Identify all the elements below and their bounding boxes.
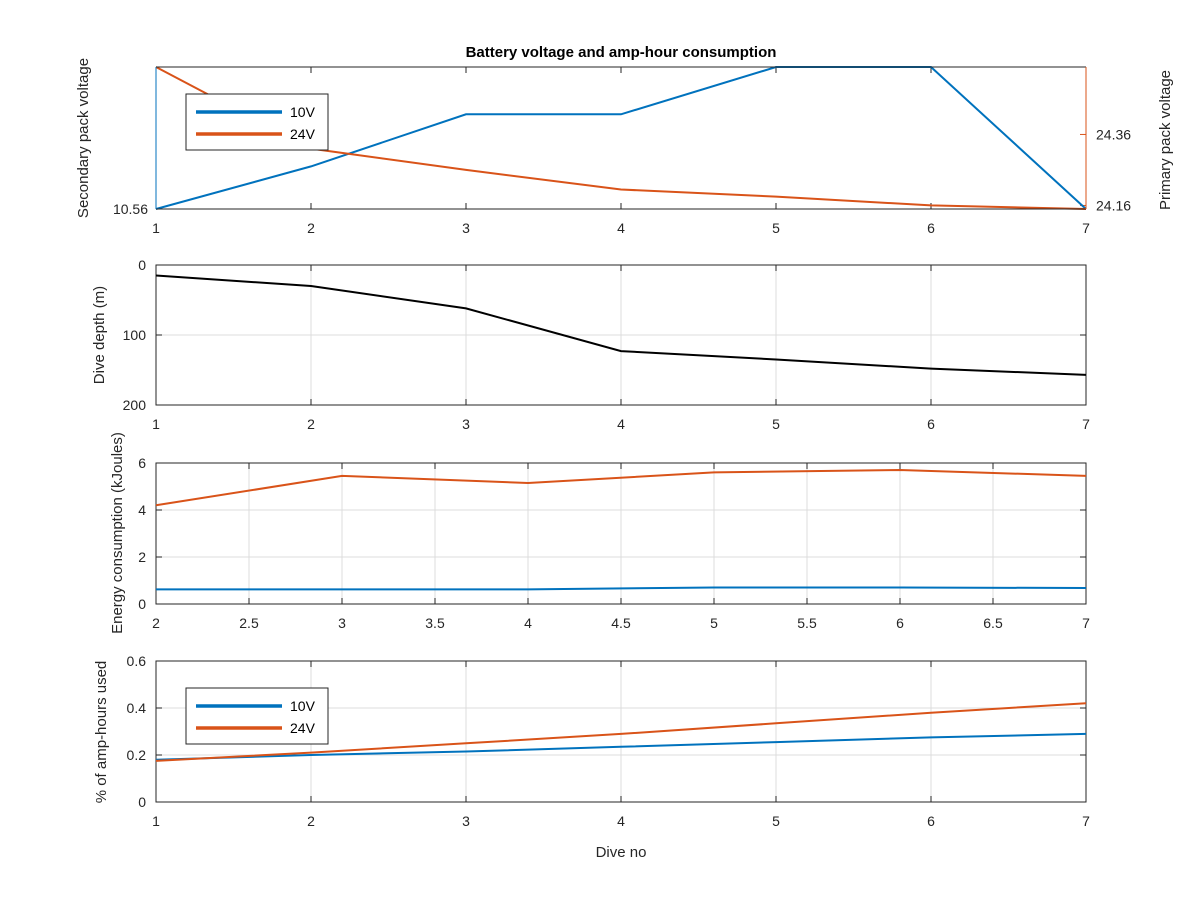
- x-tick-label: 6: [927, 813, 935, 829]
- x-axis-label: Dive no: [596, 844, 647, 861]
- y-tick-label: 200: [123, 397, 147, 413]
- series-line-10V: [155, 732, 1087, 761]
- x-tick-label: 4: [617, 220, 625, 236]
- legend-box: [185, 93, 329, 151]
- x-tick-label: 4: [617, 813, 625, 829]
- x-tick-label: 5: [772, 220, 780, 236]
- x-tick-label: 5: [772, 416, 780, 432]
- x-tick-label: 5: [772, 813, 780, 829]
- legend-label-10V: 10V: [290, 104, 316, 120]
- y-tick-label: 0: [138, 794, 146, 810]
- y-tick-label: 0: [138, 596, 146, 612]
- y-tick-label-right: 24.36: [1096, 126, 1131, 142]
- x-tick-label: 7: [1082, 813, 1090, 829]
- y-tick-label: 0.6: [127, 653, 147, 669]
- x-tick-label: 3: [462, 416, 470, 432]
- legend-label-24V: 24V: [290, 126, 316, 142]
- axes-box: [155, 660, 1087, 803]
- y-tick-label-left: 10.56: [113, 201, 148, 217]
- series-line-24V: [155, 702, 1087, 762]
- x-tick-label: 6: [927, 416, 935, 432]
- legend-box: [185, 687, 329, 745]
- x-tick-label: 5.5: [797, 615, 817, 631]
- x-tick-label: 2: [152, 615, 160, 631]
- y-tick-label: 2: [138, 549, 146, 565]
- x-tick-label: 5: [710, 615, 718, 631]
- axes-box: [155, 462, 1087, 605]
- x-tick-label: 4.5: [611, 615, 631, 631]
- y-tick-label: 0: [138, 257, 146, 273]
- x-tick-label: 7: [1082, 220, 1090, 236]
- y-axis-label-left: Secondary pack voltage: [75, 58, 92, 218]
- x-tick-label: 6: [927, 220, 935, 236]
- y-tick-label-right: 24.16: [1096, 197, 1131, 213]
- x-tick-label: 2: [307, 416, 315, 432]
- x-tick-label: 6: [896, 615, 904, 631]
- series-line-depth: [155, 274, 1087, 376]
- legend-label-10V: 10V: [290, 698, 316, 714]
- y-tick-label: 4: [138, 502, 146, 518]
- x-tick-label: 1: [152, 220, 160, 236]
- y-axis-label: % of amp-hours used: [93, 661, 110, 804]
- y-axis-label: Dive depth (m): [91, 286, 108, 384]
- chart-title: Battery voltage and amp-hour consumption: [466, 44, 777, 61]
- x-tick-label: 4: [524, 615, 532, 631]
- x-tick-label: 1: [152, 416, 160, 432]
- y-axis-label-right: Primary pack voltage: [1157, 70, 1174, 210]
- y-axis-label: Energy consumption (kJoules): [109, 432, 126, 634]
- series-line-24V: [155, 468, 1087, 507]
- x-tick-label: 3: [338, 615, 346, 631]
- x-tick-label: 7: [1082, 416, 1090, 432]
- axes-box: [155, 264, 1087, 406]
- y-tick-label: 6: [138, 455, 146, 471]
- y-tick-label: 100: [123, 327, 147, 343]
- x-tick-label: 2.5: [239, 615, 259, 631]
- x-tick-label: 1: [152, 813, 160, 829]
- x-tick-label: 2: [307, 813, 315, 829]
- x-tick-label: 6.5: [983, 615, 1003, 631]
- legend-label-24V: 24V: [290, 720, 316, 736]
- series-line-10V: [156, 586, 1087, 591]
- x-tick-label: 4: [617, 416, 625, 432]
- x-tick-label: 2: [307, 220, 315, 236]
- x-tick-label: 3: [462, 813, 470, 829]
- x-tick-label: 3.5: [425, 615, 445, 631]
- y-tick-label: 0.2: [127, 747, 147, 763]
- y-tick-label: 0.4: [127, 700, 147, 716]
- x-tick-label: 3: [462, 220, 470, 236]
- x-tick-label: 7: [1082, 615, 1090, 631]
